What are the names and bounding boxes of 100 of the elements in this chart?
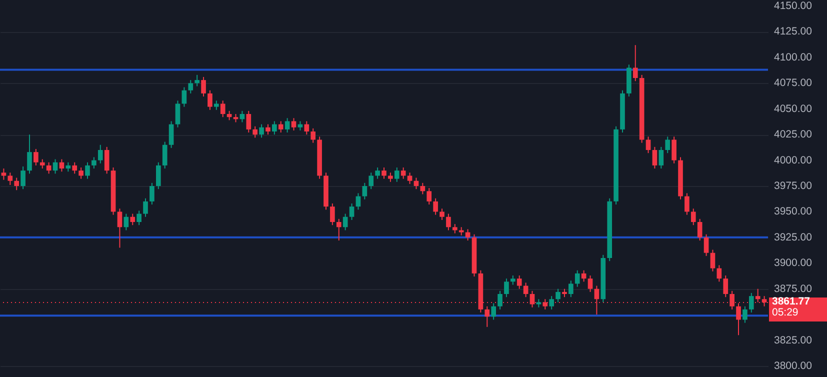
candlestick: [349, 202, 354, 220]
candlestick: [632, 44, 638, 82]
candlestick: [182, 86, 187, 108]
candlestick: [504, 278, 509, 298]
candlestick: [298, 120, 303, 131]
candlestick: [394, 166, 400, 182]
y-tick-label: 3925.00: [774, 231, 812, 244]
candlestick: [117, 208, 122, 248]
candlestick: [407, 172, 412, 184]
candlestick: [66, 162, 71, 172]
y-tick-label: 4050.00: [774, 102, 812, 115]
candlestick: [259, 124, 264, 138]
candlestick: [574, 270, 580, 288]
y-tick-label: 4100.00: [774, 51, 812, 64]
candlestick: [168, 120, 174, 148]
candlestick: [742, 306, 748, 324]
candlestick: [342, 213, 348, 231]
candlestick: [510, 274, 516, 286]
y-tick-label: 3800.00: [774, 360, 812, 372]
candlestick: [188, 80, 194, 94]
candlestick: [150, 182, 154, 206]
candlestick: [291, 118, 296, 131]
candlestick: [130, 213, 136, 226]
candlestick: [40, 158, 45, 170]
candlestick: [304, 120, 310, 136]
candlestick: [748, 292, 754, 314]
candlestick: [246, 110, 252, 134]
candlestick: [284, 118, 290, 134]
candlestick: [162, 141, 168, 170]
candlestick: [356, 192, 361, 210]
candlestick: [697, 218, 702, 242]
candlestick: [8, 172, 13, 186]
candlestick: [368, 172, 374, 190]
candlestick: [124, 213, 129, 231]
y-tick-label: 4000.00: [774, 154, 812, 166]
candlestick: [208, 90, 212, 110]
candlestick: [736, 302, 741, 336]
candlestick: [658, 146, 664, 170]
candlestick: [266, 124, 270, 136]
candlestick: [136, 210, 142, 226]
candlestick: [420, 182, 426, 195]
y-tick-label: 4150.00: [774, 0, 812, 12]
candlestick: [375, 166, 380, 180]
candlestick: [716, 264, 722, 282]
candlestick: [34, 148, 38, 166]
candlestick: [581, 270, 586, 282]
candlestick: [220, 100, 226, 118]
candlestick: [194, 74, 200, 87]
candlestick: [143, 198, 148, 218]
candlestick: [330, 202, 335, 226]
candlestick: [1, 168, 6, 180]
candlestick: [646, 136, 651, 154]
candlestick: [59, 158, 64, 172]
candlestick: [723, 274, 728, 298]
candlestick: [568, 280, 574, 298]
candlestick: [491, 302, 496, 320]
candlestick: [523, 282, 528, 298]
candlestick: [755, 288, 760, 303]
text: 05:29: [772, 306, 798, 318]
candlestick: [72, 162, 78, 174]
y-tick-label: 3825.00: [774, 334, 812, 346]
candlestick: [684, 192, 690, 216]
candlestick: [14, 177, 20, 191]
candlestick: [516, 274, 522, 290]
candlestick: [226, 110, 232, 121]
candlestick: [310, 128, 316, 144]
candlestick: [240, 110, 245, 123]
candlestick: [672, 136, 676, 164]
candlestick: [690, 208, 696, 226]
candlestick: [588, 274, 593, 292]
candlestick: [214, 100, 219, 110]
candlestick: [484, 306, 490, 328]
candlestick: [362, 182, 368, 200]
candlestick: [652, 146, 658, 170]
candlestick: [46, 162, 52, 174]
candlestick: [52, 158, 58, 174]
candlestick: [452, 224, 458, 234]
candlestick: [201, 76, 206, 98]
candlestick: [704, 234, 709, 256]
candlestick: [426, 188, 432, 206]
candlestick: [556, 288, 560, 303]
candlestick: [400, 166, 406, 180]
y-tick-label: 3950.00: [774, 206, 812, 218]
candlestick: [20, 166, 26, 190]
candlestick: [175, 100, 180, 128]
candlestick: [272, 120, 277, 136]
candlestick: [446, 213, 451, 231]
candlestick: [98, 144, 103, 164]
candlestick: [92, 156, 96, 170]
candlestick: [78, 166, 84, 180]
candlestick: [433, 198, 438, 216]
candlestick: [414, 177, 419, 190]
candlestick: [156, 162, 161, 190]
candlestick: [388, 172, 393, 182]
candlestick: [465, 228, 470, 242]
candlestick: [336, 218, 342, 242]
candlestick: [252, 126, 258, 138]
candlestick: [440, 208, 444, 220]
candlestick: [85, 162, 90, 180]
candlestick: [665, 136, 670, 154]
